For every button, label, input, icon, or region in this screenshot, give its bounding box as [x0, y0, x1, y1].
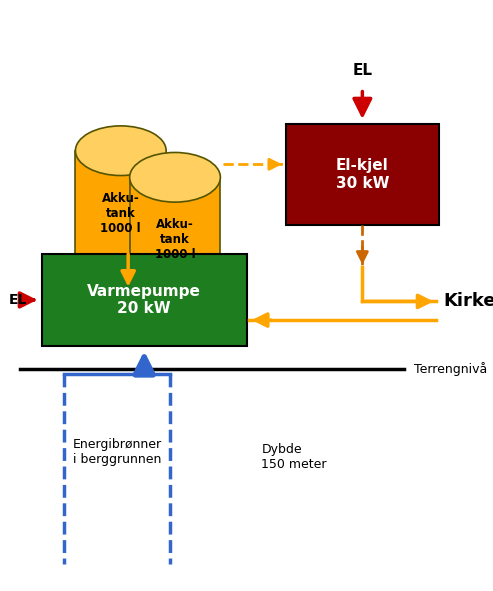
Ellipse shape — [75, 262, 166, 311]
Ellipse shape — [130, 288, 220, 338]
Polygon shape — [75, 151, 166, 287]
Ellipse shape — [75, 126, 166, 176]
Ellipse shape — [130, 152, 220, 202]
Polygon shape — [130, 177, 220, 313]
Text: Akku-
tank
1000 l: Akku- tank 1000 l — [155, 218, 195, 261]
Text: EL: EL — [9, 293, 27, 307]
Text: Terrengnivå: Terrengnivå — [414, 362, 488, 376]
Text: Dybde
150 meter: Dybde 150 meter — [261, 443, 327, 472]
Text: Varmepumpe
20 kW: Varmepumpe 20 kW — [87, 284, 201, 316]
Text: Kirken: Kirken — [444, 293, 493, 310]
Text: EL: EL — [352, 63, 372, 79]
Text: Energibrønner
i berggrunnen: Energibrønner i berggrunnen — [72, 437, 162, 466]
Text: El-kjel
30 kW: El-kjel 30 kW — [336, 158, 389, 190]
Text: Akku-
tank
1000 l: Akku- tank 1000 l — [101, 191, 141, 235]
FancyBboxPatch shape — [42, 254, 246, 346]
FancyBboxPatch shape — [286, 124, 439, 225]
